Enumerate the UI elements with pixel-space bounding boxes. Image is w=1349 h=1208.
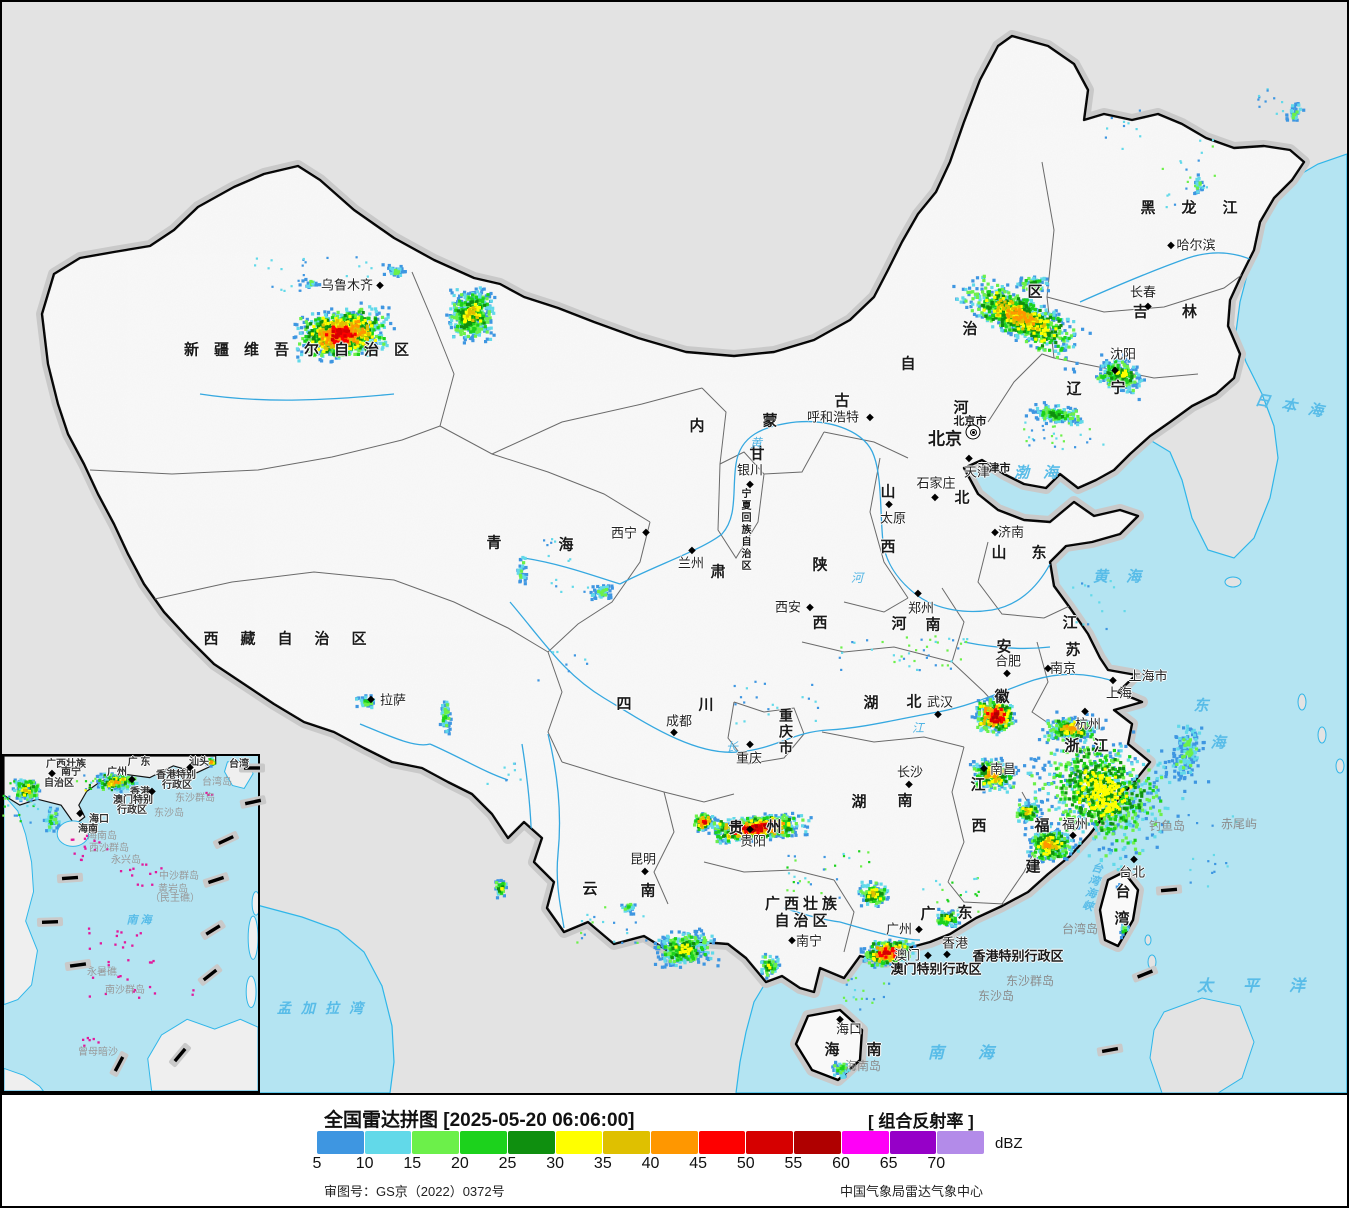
scale-value: 60: [832, 1155, 850, 1172]
scale-value: 55: [784, 1155, 803, 1172]
scale-value: 25: [498, 1155, 517, 1172]
scale-value: 5: [312, 1155, 322, 1172]
scale-cell-55: [794, 1131, 841, 1154]
credit-label: 中国气象局雷达气象中心: [840, 1184, 984, 1199]
scale-cell-70: [937, 1131, 985, 1154]
south-china-sea-inset: [2, 754, 260, 1093]
scale-value: 70: [927, 1155, 946, 1172]
scale-cell-65: [889, 1131, 937, 1154]
license-number: 审图号：GS京（2022）0372号: [324, 1184, 505, 1199]
scale-value: 50: [736, 1155, 755, 1172]
scale-value: 35: [593, 1155, 612, 1172]
scale-cell-60: [841, 1131, 889, 1154]
inset-hainan: [56, 820, 90, 847]
scale-value: 65: [879, 1155, 898, 1172]
dbz-unit-label: dBZ: [995, 1135, 1023, 1152]
inset-svg: [4, 756, 258, 1091]
scale-cell-25: [507, 1131, 555, 1154]
scale-cell-10: [364, 1131, 412, 1154]
inset-philippines: [247, 915, 258, 960]
luzon-island: [1149, 997, 1255, 1093]
scale-value: 20: [451, 1155, 469, 1172]
scale-cell-35: [603, 1131, 651, 1154]
scale-cell-30: [555, 1131, 603, 1154]
scale-value: 40: [641, 1155, 660, 1172]
scale-cell-20: [460, 1131, 507, 1154]
scale-cell-40: [651, 1131, 698, 1154]
china-radar-map: 黑龙江 吉林辽宁内蒙古自治区新疆维吾尔自治区 西藏自治区青海甘肃四川云南贵州湖南湖北…: [2, 2, 1347, 1095]
scale-value: 45: [689, 1155, 707, 1172]
scale-cell-45: [698, 1131, 746, 1154]
legend-panel: 全国雷达拼图 [2025-05-20 06:06:00] [ 组合反射率 ] d…: [2, 1095, 1347, 1206]
scale-value: 30: [546, 1155, 565, 1172]
scale-value: 10: [355, 1155, 374, 1172]
scale-value: 15: [403, 1155, 422, 1172]
dbz-color-scale: [317, 1131, 985, 1154]
scale-cell-15: [412, 1131, 460, 1154]
scale-cell-50: [746, 1131, 794, 1154]
map-title: 全国雷达拼图 [2025-05-20 06:06:00]: [324, 1110, 635, 1131]
dbz-scale-values: 5 10 15 20 25 30 35 40 45 50 55 60 65 70: [293, 1155, 1008, 1175]
scale-cell-5: [317, 1131, 364, 1154]
product-label: [ 组合反射率 ]: [868, 1112, 974, 1131]
